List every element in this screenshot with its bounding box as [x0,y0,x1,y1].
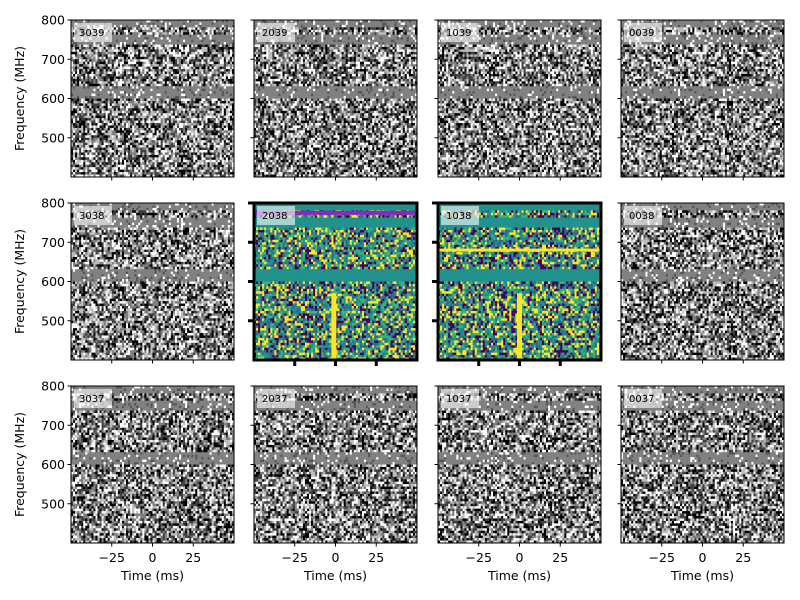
x-axis-label: Time (ms) [670,568,734,583]
pulse-signal [517,293,522,360]
spectrum-panel-0038: 0038 [618,203,785,364]
y-tick-label: 500 [41,130,65,145]
x-axis-label: Time (ms) [120,568,184,583]
y-tick-label: 500 [41,496,65,511]
beam-label: 1038 [446,211,471,222]
spectrum-image [438,386,601,543]
x-tick-label: 0 [332,550,340,565]
spectrum-panel-2038: 2038 [248,203,417,366]
x-tick-label: −25 [649,550,675,565]
x-tick-label: 25 [368,550,384,565]
beam-label: 2039 [262,28,287,39]
spectrum-panel-3038: 3038 500 600 700 800 Frequency (MHz) [12,196,234,364]
x-tick-label: 25 [735,550,751,565]
pulse-signal [331,293,336,360]
beam-label: 3039 [79,28,104,39]
spectrum-panel-1038: 1038 [432,203,601,366]
spectrum-image [438,20,601,177]
rfi-line [438,249,601,252]
spectrum-image [254,203,417,360]
spectrum-image [71,20,234,177]
beam-label: 0037 [629,394,654,405]
beam-label: 0038 [629,211,654,222]
beam-label: 2038 [262,211,287,222]
spectrum-image [71,386,234,543]
spectrum-panel-0039: 0039 [618,20,785,181]
x-tick-label: 25 [185,550,201,565]
beam-label: 3037 [79,394,104,405]
y-tick-label: 600 [41,274,65,289]
x-axis-label: Time (ms) [487,568,551,583]
spectrum-panel-1039: 1039 [435,20,602,181]
y-tick-label: 700 [41,52,65,67]
spectrum-panel-3039: 3039 500 600 700 800 Frequency (MHz) [12,13,234,181]
y-tick-label: 800 [41,13,65,28]
y-tick-label: 800 [41,196,65,211]
y-tick-label: 800 [41,379,65,394]
spectrum-image [621,386,784,543]
spectrum-image [254,386,417,543]
x-tick-label: 25 [552,550,568,565]
x-tick-label: 0 [516,550,524,565]
spectrum-image [254,20,417,177]
spectrum-image [438,203,601,360]
y-tick-label: 500 [41,313,65,328]
x-tick-label: −25 [282,550,308,565]
beam-label: 2037 [262,394,287,405]
x-tick-label: 0 [699,550,707,565]
spectrum-image [71,203,234,360]
y-tick-label: 600 [41,457,65,472]
x-tick-label: −25 [99,550,125,565]
spectrum-panel-2039: 2039 [251,20,418,181]
x-axis-label: Time (ms) [303,568,367,583]
beam-label: 3038 [79,211,104,222]
y-tick-label: 700 [41,418,65,433]
y-axis-label: Frequency (MHz) [12,46,27,151]
beam-label: 1039 [446,28,471,39]
beam-label: 1037 [446,394,471,405]
spectrum-image [621,203,784,360]
x-tick-label: −25 [466,550,492,565]
spectrum-image [621,20,784,177]
x-tick-label: 0 [149,550,157,565]
y-tick-label: 700 [41,235,65,250]
beam-label: 0039 [629,28,654,39]
y-axis-label: Frequency (MHz) [12,412,27,517]
y-axis-label: Frequency (MHz) [12,229,27,334]
y-tick-label: 600 [41,91,65,106]
